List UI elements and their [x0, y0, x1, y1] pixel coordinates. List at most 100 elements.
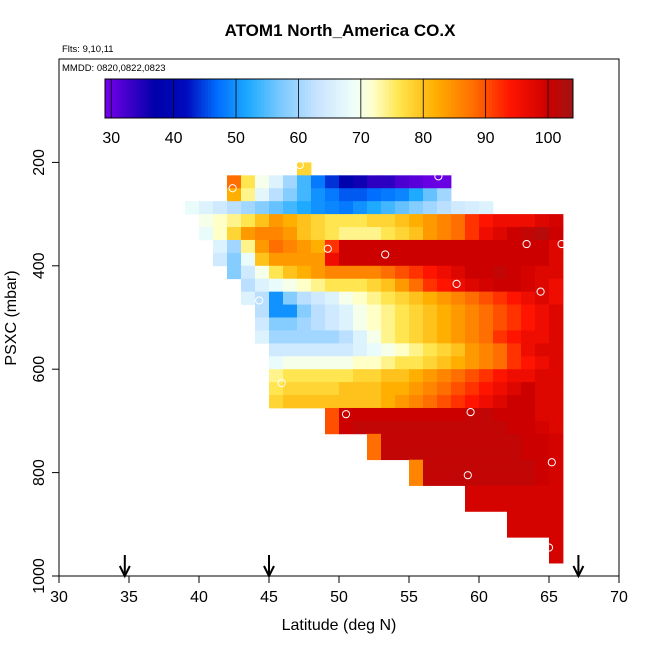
- heatmap-cell: [507, 252, 522, 267]
- heatmap-cell: [409, 227, 424, 241]
- heatmap-cell: [493, 498, 508, 512]
- heatmap-cell: [269, 304, 284, 318]
- colorbar-swatch: [507, 79, 512, 118]
- heatmap-cell: [521, 420, 536, 435]
- heatmap-cell: [409, 317, 424, 331]
- colorbar-swatch: [317, 79, 321, 118]
- x-axis-label: Latitude (deg N): [282, 617, 397, 634]
- heatmap-cell: [465, 407, 480, 422]
- colorbar-swatch: [563, 79, 568, 118]
- heatmap-cell: [507, 369, 522, 383]
- colorbar-swatch: [423, 79, 427, 118]
- heatmap-cell: [269, 175, 284, 189]
- heatmap-cell: [535, 407, 550, 422]
- heatmap-cell: [423, 317, 438, 331]
- heatmap-cell: [521, 214, 536, 228]
- heatmap-cell: [521, 291, 536, 305]
- heatmap-cell: [437, 304, 452, 318]
- colorbar-swatch: [426, 79, 430, 118]
- heatmap-cell: [549, 227, 564, 241]
- heatmap-cell: [535, 420, 550, 435]
- heatmap-cell: [325, 407, 340, 422]
- heatmap-cell: [395, 278, 410, 293]
- heatmap-cell: [367, 395, 382, 409]
- heatmap-cell: [339, 214, 354, 228]
- heatmap-cell: [241, 188, 256, 202]
- heatmap-cell: [493, 291, 508, 305]
- heatmap-cell: [283, 201, 298, 215]
- heatmap-cell: [423, 459, 438, 473]
- heatmap-cell: [465, 227, 480, 241]
- heatmap-cell: [339, 239, 354, 254]
- colorbar-swatch: [351, 79, 356, 118]
- heatmap-cell: [353, 278, 368, 293]
- heatmap-cell: [423, 343, 438, 357]
- colorbar-swatch: [335, 79, 340, 118]
- heatmap-cell: [479, 278, 494, 293]
- heatmap-cell: [437, 227, 452, 241]
- colorbar-swatch: [401, 79, 406, 118]
- heatmap-cell: [535, 395, 550, 409]
- heatmap-cell: [297, 369, 312, 383]
- heatmap-cell: [423, 291, 438, 305]
- data-point-circle: [544, 543, 554, 552]
- heatmap-cell: [395, 433, 410, 448]
- heatmap-cell: [409, 291, 424, 305]
- colorbar-swatch: [479, 79, 484, 118]
- colorbar-swatch: [183, 79, 187, 118]
- heatmap-cell: [451, 278, 466, 293]
- heatmap-cell: [395, 369, 410, 383]
- heatmap-cell: [283, 188, 298, 202]
- heatmap-cell: [479, 446, 494, 461]
- heatmap-cell: [451, 407, 466, 422]
- colorbar-swatch: [498, 79, 502, 118]
- heatmap-cell: [367, 175, 382, 189]
- heatmap-cell: [521, 407, 536, 422]
- colorbar-swatch: [519, 79, 524, 118]
- heatmap-cell: [409, 239, 424, 254]
- data-point-circle: [228, 184, 237, 193]
- heatmap-cell: [493, 446, 508, 461]
- colorbar-swatch: [348, 79, 352, 118]
- heatmap-cell: [297, 162, 312, 176]
- heatmap-cell: [311, 343, 326, 357]
- heatmap-cell: [465, 485, 480, 499]
- heatmap-cell: [521, 330, 536, 344]
- heatmap-cell: [479, 459, 494, 473]
- colorbar-swatch: [186, 79, 190, 118]
- colorbar-swatch: [261, 79, 265, 118]
- colorbar-swatch: [170, 79, 175, 118]
- colorbar-swatch: [557, 79, 562, 118]
- heatmap-cell: [367, 343, 382, 357]
- heatmap-cell: [297, 175, 312, 189]
- heatmap-cell: [451, 304, 466, 318]
- heatmap-cell: [535, 524, 550, 538]
- heatmap-cell: [549, 407, 564, 422]
- heatmap-cell: [451, 201, 466, 215]
- heatmap-cell: [283, 239, 298, 254]
- colorbar-tick-labels: 30 40 50 60 70 80 90 100: [102, 130, 561, 147]
- heatmap-cell: [423, 472, 438, 486]
- heatmap-cell: [395, 265, 410, 280]
- colorbar-swatch: [298, 79, 303, 118]
- heatmap-cell: [283, 395, 298, 409]
- colorbar-swatch: [236, 79, 240, 118]
- colorbar-swatch: [410, 79, 415, 118]
- heatmap-cell: [395, 291, 410, 305]
- heatmap-cell: [423, 265, 438, 280]
- heatmap-cell: [339, 304, 354, 318]
- heatmap-cell: [339, 356, 354, 370]
- colorbar-swatch: [232, 79, 237, 118]
- heatmap-cell: [255, 188, 270, 202]
- colorbar-swatch: [164, 79, 168, 118]
- heatmap-cell: [521, 265, 536, 280]
- colorbar-swatch: [554, 79, 558, 118]
- heatmap-cell: [367, 433, 382, 448]
- colorbar-swatch: [504, 79, 508, 118]
- heatmap-cell: [381, 239, 396, 254]
- heatmap-cell: [493, 459, 508, 473]
- y-tick-label: 800: [31, 459, 48, 486]
- y-axis-label: PSXC (mbar): [3, 270, 20, 365]
- heatmap-cell: [535, 433, 550, 448]
- heatmap-cell: [549, 511, 564, 525]
